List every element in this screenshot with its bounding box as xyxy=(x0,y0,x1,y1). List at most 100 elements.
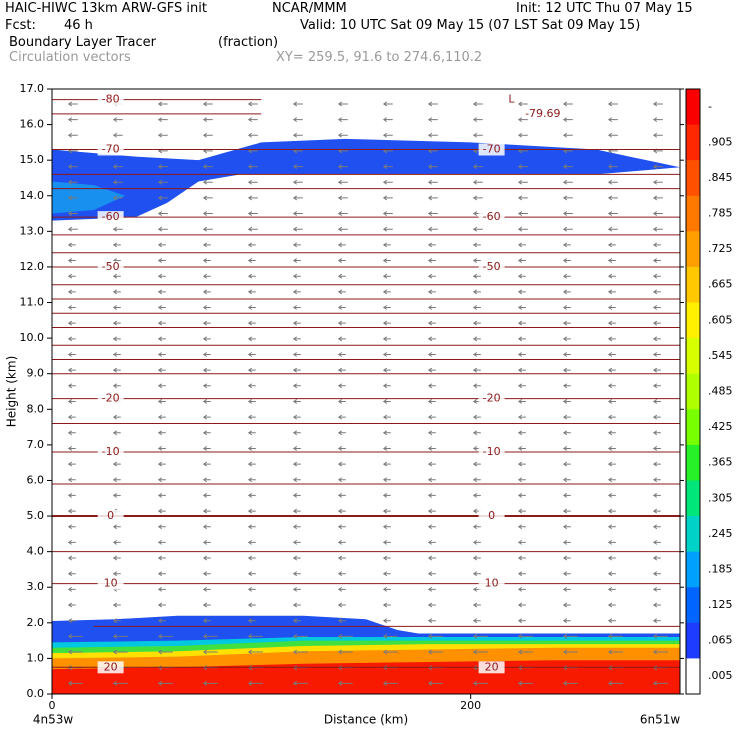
vector-arrow xyxy=(67,399,76,404)
vector-arrow xyxy=(382,446,391,451)
vector-arrow xyxy=(517,164,528,169)
vector-arrow xyxy=(292,414,301,420)
x-tick-label: 0 xyxy=(49,699,56,712)
vector-arrow xyxy=(292,680,308,686)
vector-arrow xyxy=(247,414,256,420)
vector-arrow xyxy=(202,336,211,342)
vector-arrow xyxy=(562,586,571,592)
vector-arrow xyxy=(67,179,78,185)
vector-arrow xyxy=(157,633,173,639)
vector-arrow xyxy=(472,633,488,639)
x-axis-label: Distance (km) xyxy=(324,713,408,727)
vector-arrow xyxy=(382,493,391,498)
vector-arrow xyxy=(247,602,256,608)
vector-arrow xyxy=(562,211,573,216)
vector-arrow xyxy=(337,539,346,545)
vector-arrow xyxy=(292,226,303,232)
colorbar-label: .485 xyxy=(708,385,733,398)
vector-arrow xyxy=(517,258,526,263)
vector-arrow xyxy=(472,336,481,342)
vector-arrow xyxy=(67,414,76,420)
isotherm-label: -50 xyxy=(483,260,501,273)
vector-arrow xyxy=(337,179,348,185)
colorbar-swatch xyxy=(686,373,700,410)
vector-arrow xyxy=(652,289,661,295)
vector-arrow xyxy=(427,539,436,545)
vector-arrow xyxy=(652,258,661,263)
y-tick-label: 5.0 xyxy=(27,509,45,522)
vector-arrow xyxy=(157,446,166,451)
vector-arrow xyxy=(607,508,616,514)
vector-arrow xyxy=(427,101,438,107)
isotherm-label-bg xyxy=(478,143,505,156)
vector-arrow xyxy=(292,649,308,655)
vector-arrow xyxy=(517,117,528,123)
vector-arrow xyxy=(67,352,76,357)
vector-arrow xyxy=(292,242,301,248)
vector-arrow xyxy=(67,211,78,216)
vector-arrow xyxy=(67,602,76,608)
vector-arrow xyxy=(427,633,443,639)
vector-arrow xyxy=(337,367,346,373)
vector-arrow xyxy=(472,555,481,561)
vector-arrow xyxy=(607,195,618,201)
vector-arrow xyxy=(652,586,661,592)
vector-arrow xyxy=(652,618,661,624)
vector-arrow xyxy=(562,101,573,107)
vector-arrow xyxy=(292,179,303,185)
vector-arrow xyxy=(292,117,303,123)
vector-arrow xyxy=(607,399,616,404)
vector-arrow xyxy=(202,164,213,169)
vector-arrow xyxy=(157,273,166,279)
vector-arrow xyxy=(472,101,483,107)
colorbar-frame xyxy=(685,88,701,695)
vector-arrow xyxy=(157,430,166,436)
vector-arrow xyxy=(472,602,481,608)
vector-arrow xyxy=(607,336,616,342)
vector-arrow xyxy=(292,305,301,310)
vector-arrow xyxy=(202,430,211,436)
vector-arrow xyxy=(337,446,346,451)
vector-arrow xyxy=(202,618,211,624)
vector-arrow xyxy=(517,571,526,577)
vector-arrow xyxy=(157,164,168,169)
isotherm-label: -70 xyxy=(102,143,120,156)
vector-arrow xyxy=(247,211,258,216)
vector-arrow xyxy=(472,289,481,295)
vector-arrow xyxy=(427,179,438,185)
isotherm-label-bg xyxy=(97,260,124,273)
vector-arrow xyxy=(112,680,128,686)
vector-arrow xyxy=(652,273,661,279)
colorbar-swatch xyxy=(686,480,700,517)
vector-arrow xyxy=(517,179,528,185)
vector-arrow xyxy=(292,211,303,216)
vector-arrow xyxy=(427,524,436,530)
vector-arrow xyxy=(472,179,483,185)
vector-arrow xyxy=(247,477,256,483)
vector-arrow xyxy=(247,524,256,530)
vector-arrow xyxy=(652,555,661,561)
isotherm-label: 10 xyxy=(104,577,118,590)
vector-arrow xyxy=(382,461,391,467)
y-tick-label: 0.0 xyxy=(27,687,45,700)
vector-arrow xyxy=(562,195,573,201)
vector-arrow xyxy=(202,446,211,451)
colorbar-label: .005 xyxy=(708,669,733,682)
vector-arrow xyxy=(607,446,616,451)
vector-arrow xyxy=(292,336,301,342)
isotherm-label: 10 xyxy=(485,577,499,590)
vector-arrow xyxy=(112,383,121,389)
vector-arrow xyxy=(202,399,211,404)
vector-arrow xyxy=(382,336,391,342)
vector-arrow xyxy=(517,367,526,373)
vector-arrow xyxy=(517,649,533,655)
vector-arrow xyxy=(517,399,526,404)
colorbar-label: .545 xyxy=(708,349,733,362)
vector-arrow xyxy=(157,258,166,263)
vector-arrow xyxy=(67,367,76,373)
y-tick-label: 1.0 xyxy=(27,651,45,664)
vector-arrow xyxy=(112,179,123,185)
vector-arrow xyxy=(562,493,571,498)
vector-arrow xyxy=(112,273,121,279)
vector-arrow xyxy=(382,367,391,373)
